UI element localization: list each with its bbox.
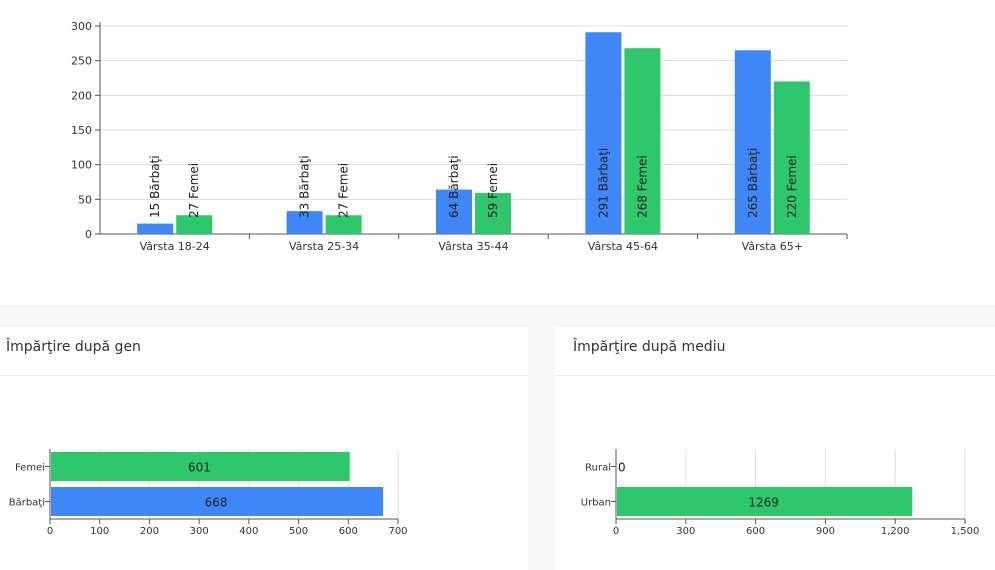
x-tick-label: Vârsta 25-34 bbox=[289, 240, 359, 253]
x-tick-label: 1,200 bbox=[881, 526, 910, 537]
y-tick-label: 300 bbox=[71, 20, 92, 33]
gender-card: Împărţire după gen 0 100 200 300 400 500 600 70… bbox=[0, 327, 528, 570]
x-tick-label: 300 bbox=[676, 526, 695, 537]
data-label: 220 Femei bbox=[785, 155, 799, 218]
environment-card-title: Împărţire după mediu bbox=[573, 339, 726, 355]
bar bbox=[176, 215, 213, 234]
y-tick-label: Rural bbox=[585, 463, 611, 474]
x-tick-label: 100 bbox=[90, 526, 109, 537]
bar bbox=[436, 189, 472, 234]
y-tick-label: Femei bbox=[15, 463, 45, 474]
x-tick-label: Vârsta 35-44 bbox=[438, 240, 508, 253]
data-label: 291 Bărbaţi bbox=[596, 148, 610, 218]
bar bbox=[286, 211, 323, 234]
data-label: 33 Bărbaţi bbox=[298, 155, 312, 218]
y-tick-label: Bărbaţi bbox=[9, 498, 45, 509]
x-tick-label: 200 bbox=[140, 526, 159, 537]
x-tick-label: Vârsta 45-64 bbox=[588, 240, 658, 253]
x-tick-label: 400 bbox=[239, 526, 258, 537]
card-divider bbox=[0, 375, 528, 376]
age-chart-panel: 0 50 100 150 200 250 300 Vârsta 18-24 15 Bărbaţi… bbox=[71, 20, 848, 253]
bar bbox=[617, 487, 913, 516]
bar bbox=[734, 50, 771, 235]
x-tick-label: 900 bbox=[816, 526, 835, 537]
x-tick-label: 700 bbox=[388, 526, 407, 537]
y-tick-label: 100 bbox=[71, 159, 92, 172]
data-label: 601 bbox=[188, 461, 211, 475]
bar bbox=[51, 452, 350, 481]
x-tick-label: 500 bbox=[289, 526, 308, 537]
bar bbox=[137, 223, 174, 234]
x-tick-label: 600 bbox=[746, 526, 765, 537]
data-label: 668 bbox=[205, 496, 228, 510]
x-tick-label: 0 bbox=[613, 526, 619, 537]
bar bbox=[773, 81, 810, 234]
data-label: 59 Femei bbox=[486, 163, 500, 218]
data-label: 64 Bărbaţi bbox=[447, 155, 461, 218]
data-label: 27 Femei bbox=[337, 163, 351, 218]
data-label: 0 bbox=[618, 461, 626, 475]
y-tick-label: 0 bbox=[85, 228, 92, 241]
age-bar-chart: 0 50 100 150 200 250 300 Vârsta 18-24 15 Bărbaţi… bbox=[71, 20, 848, 253]
data-label: 265 Bărbaţi bbox=[746, 148, 760, 218]
y-tick-label: Urban bbox=[581, 498, 611, 509]
y-tick-label: 200 bbox=[71, 89, 92, 102]
data-label: 15 Bărbaţi bbox=[148, 155, 162, 218]
environment-bar-chart: 0 300 600 900 1,200 1,500 Rural 0 Urban 1269 bbox=[581, 449, 980, 537]
x-tick-label: Vârsta 18-24 bbox=[140, 240, 210, 253]
bar bbox=[585, 32, 622, 234]
y-tick-label: 50 bbox=[78, 193, 92, 206]
data-label: 268 Femei bbox=[635, 155, 649, 218]
data-label: 1269 bbox=[748, 496, 779, 510]
y-tick-label: 150 bbox=[71, 124, 92, 137]
bar bbox=[325, 215, 362, 234]
x-tick-label: 300 bbox=[190, 526, 209, 537]
x-tick-label: 0 bbox=[47, 526, 53, 537]
card-divider bbox=[555, 375, 995, 376]
data-label: 27 Femei bbox=[187, 163, 201, 218]
bar bbox=[624, 48, 661, 234]
x-tick-label: 600 bbox=[339, 526, 358, 537]
y-tick-label: 250 bbox=[71, 55, 92, 68]
bar bbox=[51, 487, 384, 516]
x-tick-label: 1,500 bbox=[951, 526, 980, 537]
gender-bar-chart: 0 100 200 300 400 500 600 700 Femei 601 Bărbaţi 668 bbox=[9, 449, 408, 537]
environment-card: Împărţire după mediu 0 300 600 900 1,200 1,50… bbox=[555, 327, 995, 570]
x-tick-label: Vârsta 65+ bbox=[742, 240, 803, 253]
gender-card-title: Împărţire după gen bbox=[6, 339, 141, 355]
bar bbox=[475, 193, 511, 234]
